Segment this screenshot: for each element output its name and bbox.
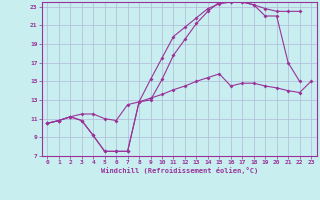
X-axis label: Windchill (Refroidissement éolien,°C): Windchill (Refroidissement éolien,°C) (100, 167, 258, 174)
